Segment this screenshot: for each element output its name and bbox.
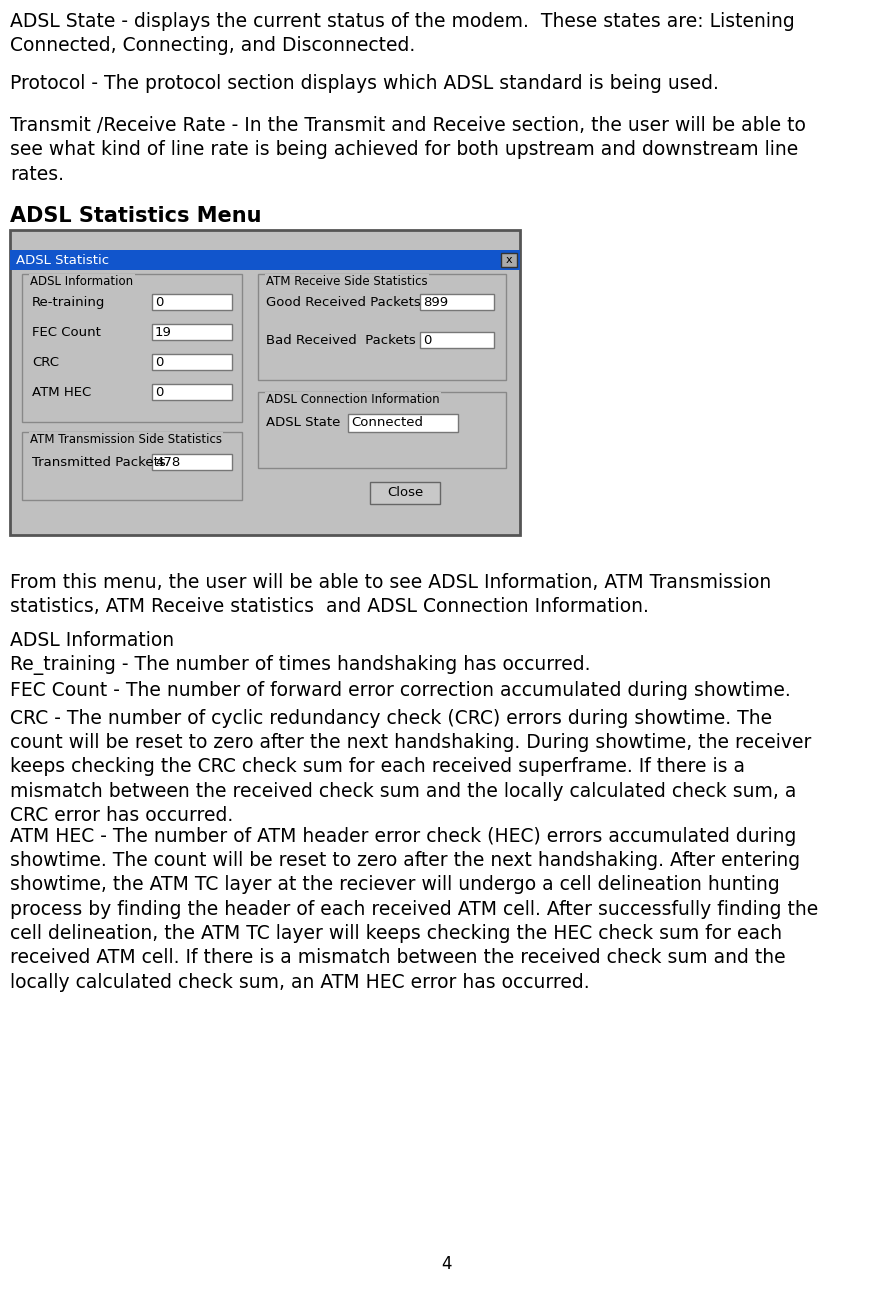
Text: CRC: CRC: [32, 356, 59, 369]
Bar: [10, 250, 520, 271]
Text: Close: Close: [387, 487, 423, 500]
Text: Good Received Packets: Good Received Packets: [266, 297, 421, 310]
Text: Connected: Connected: [351, 416, 423, 429]
Bar: [370, 481, 440, 503]
Text: Transmit /Receive Rate - In the Transmit and Receive section, the user will be a: Transmit /Receive Rate - In the Transmit…: [10, 116, 805, 183]
Text: 478: 478: [155, 455, 181, 468]
Text: 0: 0: [423, 334, 432, 347]
Text: ATM Transmission Side Statistics: ATM Transmission Side Statistics: [30, 433, 222, 446]
Text: ADSL Information: ADSL Information: [30, 275, 133, 288]
Bar: [348, 414, 458, 432]
Bar: [152, 324, 232, 340]
Text: CRC - The number of cyclic redundancy check (CRC) errors during showtime. The
co: CRC - The number of cyclic redundancy ch…: [10, 709, 812, 825]
Text: ADSL Information
Re_training - The number of times handshaking has occurred.
FEC: ADSL Information Re_training - The numbe…: [10, 631, 791, 700]
Text: Protocol - The protocol section displays which ADSL standard is being used.: Protocol - The protocol section displays…: [10, 74, 719, 92]
Bar: [152, 354, 232, 369]
Text: 19: 19: [155, 327, 172, 340]
Text: ADSL State: ADSL State: [266, 416, 341, 429]
Text: FEC Count: FEC Count: [32, 327, 101, 340]
Bar: [22, 275, 242, 422]
Text: 0: 0: [155, 386, 164, 399]
Bar: [258, 392, 506, 468]
Text: ATM HEC: ATM HEC: [32, 386, 91, 399]
Text: 899: 899: [423, 297, 448, 310]
Bar: [420, 294, 494, 310]
Text: From this menu, the user will be able to see ADSL Information, ATM Transmission
: From this menu, the user will be able to…: [10, 572, 772, 617]
Text: ATM Receive Side Statistics: ATM Receive Side Statistics: [266, 275, 427, 288]
Bar: [501, 252, 517, 267]
Text: Re-training: Re-training: [32, 297, 105, 310]
Text: Bad Received  Packets: Bad Received Packets: [266, 334, 416, 347]
Bar: [152, 454, 232, 470]
Bar: [10, 230, 520, 535]
Bar: [420, 332, 494, 347]
Text: ATM HEC - The number of ATM header error check (HEC) errors accumulated during
s: ATM HEC - The number of ATM header error…: [10, 827, 818, 991]
Bar: [22, 432, 242, 500]
Text: ADSL Statistic: ADSL Statistic: [16, 255, 109, 268]
Text: ADSL Statistics Menu: ADSL Statistics Menu: [10, 206, 262, 226]
Text: 4: 4: [442, 1255, 452, 1272]
Text: Transmitted Packets: Transmitted Packets: [32, 455, 165, 468]
Text: ADSL State - displays the current status of the modem.  These states are: Listen: ADSL State - displays the current status…: [10, 12, 795, 55]
Bar: [152, 384, 232, 399]
Bar: [258, 275, 506, 380]
Text: x: x: [506, 255, 512, 265]
Text: 0: 0: [155, 297, 164, 310]
Bar: [152, 294, 232, 310]
Text: ADSL Connection Information: ADSL Connection Information: [266, 393, 440, 406]
Text: 0: 0: [155, 356, 164, 369]
